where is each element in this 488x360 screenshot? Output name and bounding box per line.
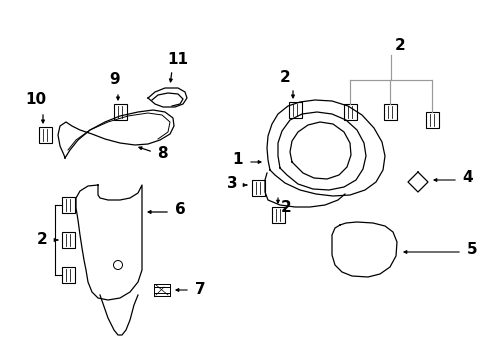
- Bar: [288, 102, 301, 118]
- Bar: [271, 207, 284, 223]
- Text: 11: 11: [167, 53, 188, 68]
- Bar: [425, 112, 438, 128]
- Bar: [61, 197, 74, 213]
- Text: 2: 2: [37, 233, 47, 248]
- Bar: [113, 104, 126, 120]
- Text: 5: 5: [466, 243, 476, 257]
- Text: 8: 8: [156, 147, 167, 162]
- Text: 2: 2: [279, 69, 290, 85]
- Text: 1: 1: [232, 153, 243, 167]
- Text: 10: 10: [25, 93, 46, 108]
- Text: 2: 2: [394, 37, 405, 53]
- Text: 9: 9: [109, 72, 120, 87]
- Text: 7: 7: [194, 283, 205, 297]
- Bar: [343, 104, 356, 120]
- Bar: [251, 180, 264, 196]
- Text: 2: 2: [280, 199, 291, 215]
- Text: 4: 4: [462, 171, 472, 185]
- Bar: [61, 267, 74, 283]
- Bar: [383, 104, 396, 120]
- Bar: [39, 127, 51, 143]
- Bar: [61, 232, 74, 248]
- Text: 6: 6: [174, 202, 185, 217]
- Text: 3: 3: [226, 176, 237, 192]
